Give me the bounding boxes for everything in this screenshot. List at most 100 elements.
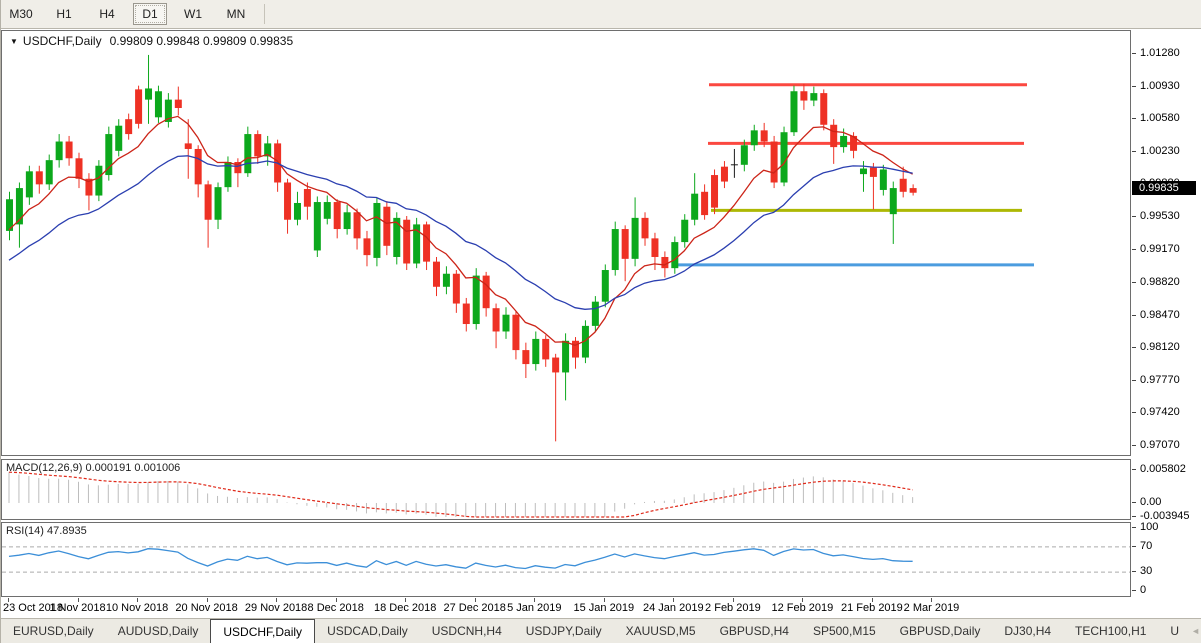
timeframe-button-w1[interactable]: W1 bbox=[184, 7, 202, 21]
date-tick bbox=[335, 598, 337, 602]
date-axis-label: 12 Feb 2019 bbox=[771, 602, 834, 614]
chart-symbol-label: USDCHF,Daily bbox=[22, 34, 102, 48]
macd-axis-label: -0.003945 bbox=[1140, 510, 1190, 522]
chart-tab-xauusd-m5[interactable]: XAUUSD,M5 bbox=[625, 624, 696, 638]
date-tick bbox=[77, 598, 79, 602]
rsi-canvas[interactable] bbox=[2, 523, 1130, 596]
date-tick bbox=[534, 598, 536, 602]
chart-tab-usdchf-daily[interactable]: USDCHF,Daily bbox=[210, 619, 316, 643]
chart-tab-usdcad-daily[interactable]: USDCAD,Daily bbox=[327, 624, 408, 638]
axis-tick bbox=[1132, 53, 1136, 54]
date-axis: 23 Oct 2018 1 Nov 2018 10 Nov 2018 20 Nov 2… bbox=[1, 598, 1131, 618]
macd-axis-label: 0.005802 bbox=[1140, 462, 1186, 475]
axis-tick bbox=[1132, 468, 1136, 470]
chart-tab-sp500-m15[interactable]: SP500,M15 bbox=[812, 624, 876, 638]
rsi-axis-label: 30 bbox=[1140, 565, 1153, 578]
chart-tab-gbpusd-daily[interactable]: GBPUSD,Daily bbox=[899, 624, 981, 638]
date-tick bbox=[8, 598, 9, 602]
axis-tick bbox=[1132, 150, 1136, 152]
date-axis-label: 8 Dec 2018 bbox=[307, 602, 364, 614]
price-axis: 0.99835 1.01280 1.00930 1.00580 1.00230 0.99… bbox=[1131, 29, 1201, 618]
price-axis-label: 0.97770 bbox=[1140, 373, 1180, 386]
price-axis-label: 0.99170 bbox=[1140, 243, 1180, 256]
price-axis-label: 0.98820 bbox=[1140, 276, 1180, 289]
main-chart-canvas[interactable] bbox=[2, 31, 1130, 455]
macd-label: MACD(12,26,9) 0.000191 0.001006 bbox=[6, 462, 181, 474]
axis-tick bbox=[1132, 379, 1136, 381]
main-chart-pane[interactable]: ▼ USDCHF,Daily 0.99809 0.99848 0.99809 0.9… bbox=[1, 30, 1131, 456]
timeframe-button-h1[interactable]: H1 bbox=[56, 7, 72, 21]
price-axis-label: 1.01280 bbox=[1140, 47, 1180, 59]
symbol-dropdown-icon[interactable]: ▼ bbox=[10, 37, 18, 46]
macd-canvas[interactable] bbox=[2, 460, 1130, 519]
price-axis-label: 0.97070 bbox=[1140, 439, 1180, 451]
date-axis-label: 2 Mar 2019 bbox=[903, 602, 960, 614]
tab-scroll-left-icon[interactable]: ◄ bbox=[1191, 626, 1201, 636]
axis-tick bbox=[1132, 314, 1136, 316]
date-axis-label: 2 Feb 2019 bbox=[705, 602, 761, 614]
date-tick bbox=[405, 598, 407, 602]
chart-tab-eurusd-daily[interactable]: EURUSD,Daily bbox=[13, 624, 94, 638]
macd-pane[interactable]: MACD(12,26,9) 0.000191 0.001006 bbox=[1, 459, 1131, 520]
axis-tick bbox=[1132, 571, 1136, 573]
chart-tab-tech100-h1[interactable]: TECH100,H1 bbox=[1075, 624, 1147, 638]
date-tick bbox=[871, 598, 873, 602]
date-axis-label: 1 Nov 2018 bbox=[49, 602, 106, 614]
price-axis-label: 1.00580 bbox=[1140, 112, 1180, 125]
chart-tab-usdjpy-daily[interactable]: USDJPY,Daily bbox=[525, 624, 602, 638]
date-tick bbox=[206, 598, 208, 602]
timeframe-button-m30[interactable]: M30 bbox=[9, 7, 33, 21]
date-axis-label: 10 Nov 2018 bbox=[105, 602, 169, 614]
chart-tab-audusd-daily[interactable]: AUDUSD,Daily bbox=[117, 624, 199, 638]
axis-tick bbox=[1132, 412, 1136, 414]
timeframe-button-mn[interactable]: MN bbox=[226, 7, 246, 21]
date-axis-label: 23 Oct 2018 bbox=[3, 602, 63, 614]
toolbar-separator bbox=[264, 4, 265, 24]
price-axis-label: 0.99530 bbox=[1140, 209, 1180, 222]
axis-tick bbox=[1132, 215, 1136, 217]
date-tick bbox=[137, 598, 139, 602]
date-tick bbox=[802, 598, 804, 602]
axis-tick bbox=[1132, 590, 1136, 591]
date-axis-label: 18 Dec 2018 bbox=[373, 602, 437, 614]
date-tick bbox=[673, 598, 675, 602]
rsi-value: 47.8935 bbox=[46, 525, 87, 537]
price-axis-label: 0.98120 bbox=[1140, 341, 1180, 354]
date-axis-label: 20 Nov 2018 bbox=[175, 602, 238, 614]
chart-tab-u[interactable]: U bbox=[1170, 624, 1180, 638]
date-tick bbox=[603, 598, 605, 602]
axis-tick bbox=[1132, 85, 1136, 87]
rsi-axis-label: 100 bbox=[1140, 521, 1159, 533]
chart-title: ▼ USDCHF,Daily 0.99809 0.99848 0.99809 0.9… bbox=[10, 34, 293, 48]
chart-tab-usdcnh-h4[interactable]: USDCNH,H4 bbox=[431, 624, 502, 638]
chart-tab-gbpusd-h4[interactable]: GBPUSD,H4 bbox=[719, 624, 789, 638]
axis-tick bbox=[1132, 527, 1136, 528]
macd-axis-label: 0.00 bbox=[1140, 496, 1162, 508]
date-axis-label: 15 Jan 2019 bbox=[573, 602, 635, 614]
current-price-badge: 0.99835 bbox=[1132, 180, 1196, 195]
axis-tick bbox=[1132, 347, 1136, 349]
timeframe-toolbar: M30 H1 H4 D1 W1 MN bbox=[1, 0, 1201, 29]
axis-tick bbox=[1132, 516, 1136, 517]
timeframe-button-d1[interactable]: D1 bbox=[133, 3, 167, 25]
price-axis-label: 1.00930 bbox=[1140, 79, 1180, 92]
axis-tick bbox=[1132, 118, 1136, 120]
chart-ohlc-values: 0.99809 0.99848 0.99809 0.99835 bbox=[109, 34, 294, 48]
price-axis-label: 0.98470 bbox=[1140, 308, 1180, 321]
rsi-pane[interactable]: RSI(14) 47.8935 bbox=[1, 522, 1131, 597]
date-axis-label: 29 Nov 2018 bbox=[244, 602, 308, 614]
timeframe-button-h4[interactable]: H4 bbox=[99, 7, 115, 21]
axis-tick bbox=[1132, 282, 1136, 284]
date-axis-label: 24 Jan 2019 bbox=[643, 602, 704, 614]
date-tick bbox=[276, 598, 278, 602]
axis-tick bbox=[1132, 502, 1136, 503]
date-axis-label: 21 Feb 2019 bbox=[841, 602, 903, 614]
macd-values: 0.000191 0.001006 bbox=[85, 462, 181, 474]
rsi-axis-label: 0 bbox=[1140, 584, 1147, 596]
price-axis-label: 0.97420 bbox=[1140, 406, 1180, 419]
date-tick bbox=[732, 598, 734, 602]
price-axis-label: 1.00230 bbox=[1140, 144, 1180, 157]
chart-tab-dj30-h4[interactable]: DJ30,H4 bbox=[1004, 624, 1052, 638]
chart-tabbar: EURUSD,Daily AUDUSD,Daily USDCHF,Daily USDC… bbox=[1, 618, 1201, 643]
